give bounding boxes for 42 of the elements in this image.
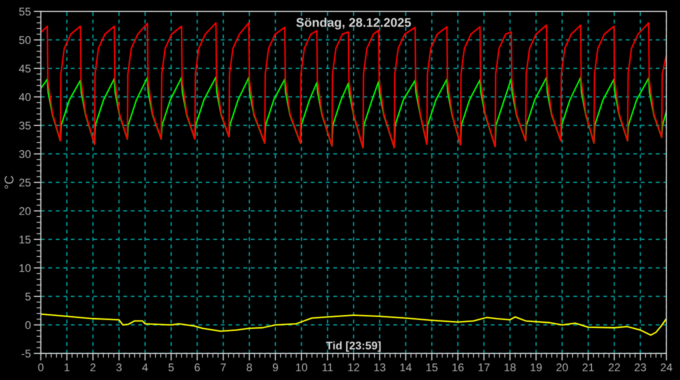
y-tick-label: 0: [25, 321, 31, 330]
x-tick-label: 21: [582, 363, 594, 372]
y-tick-label: 25: [19, 178, 31, 187]
y-tick-label: 5: [25, 292, 31, 301]
x-tick-label: 15: [426, 364, 438, 372]
x-tick-label: 0: [38, 363, 44, 372]
x-tick-label: 14: [400, 364, 412, 372]
y-tick-label: -5: [22, 350, 31, 358]
x-tick-label: 7: [220, 364, 226, 372]
y-tick-label: 20: [19, 207, 31, 216]
x-tick-label: 11: [322, 364, 333, 372]
y-axis-title: °C: [4, 176, 14, 189]
x-tick-label: 1: [64, 364, 70, 372]
y-tick-label: 45: [18, 64, 31, 73]
x-tick-label: 19: [530, 363, 542, 372]
line-series: [40, 313, 666, 336]
x-tick-label: 24: [660, 363, 672, 372]
x-tick-label: 8: [246, 363, 252, 372]
x-tick-label: 10: [296, 363, 308, 372]
x-tick-label: 16: [452, 363, 464, 372]
y-tick-label: 55: [19, 8, 31, 16]
x-tick-label: 13: [374, 363, 386, 372]
y-tick-label: 30: [19, 150, 31, 158]
y-tick-label: 15: [20, 236, 31, 244]
chart-title: Söndag, 28.12.2025: [296, 18, 411, 30]
x-tick-label: 22: [608, 363, 620, 372]
x-axis-title: Tid [23:59]: [326, 341, 381, 352]
x-tick-label: 3: [116, 363, 122, 372]
x-tick-label: 17: [478, 364, 490, 372]
x-tick-label: 9: [272, 363, 278, 372]
y-tick-label: 40: [18, 93, 31, 102]
y-tick-label: 10: [20, 264, 31, 272]
x-tick-label: 23: [634, 363, 646, 372]
x-tick-label: 20: [556, 363, 568, 372]
y-tick-label: 50: [19, 36, 31, 44]
x-tick-label: 2: [90, 363, 96, 372]
x-tick-label: 6: [194, 363, 200, 372]
x-tick-label: 18: [504, 363, 516, 372]
x-tick-label: 12: [348, 363, 360, 372]
y-tick-label: 35: [19, 122, 31, 130]
x-tick-label: 5: [168, 364, 174, 372]
x-tick-label: 4: [142, 364, 148, 372]
